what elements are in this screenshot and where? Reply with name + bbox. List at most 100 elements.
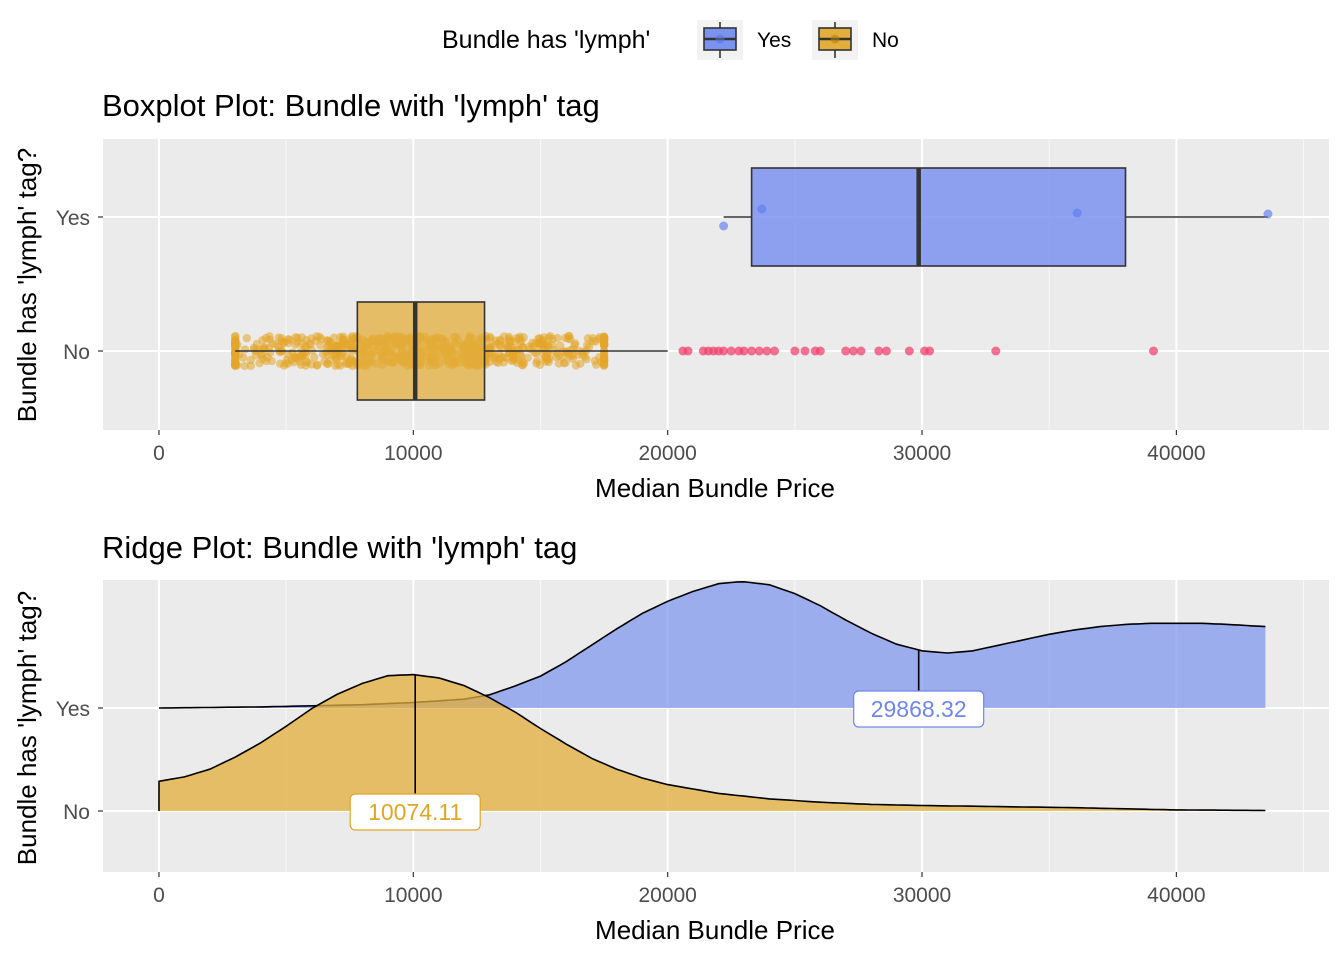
no-point (568, 354, 578, 363)
no-point (279, 338, 288, 348)
outlier-point (874, 346, 884, 356)
boxplot-y-axis-title: Bundle has 'lymph' tag? (12, 148, 42, 422)
no-point (554, 359, 564, 368)
no-point (561, 358, 570, 367)
no-point (232, 360, 242, 370)
boxplot-panel: 0 10000 20000 30000 40000 Yes No (56, 139, 1329, 465)
boxplot-x-axis-title: Median Bundle Price (595, 473, 835, 503)
no-point (302, 357, 312, 367)
no-point (231, 353, 240, 362)
no-point (331, 353, 340, 362)
outlier-point (800, 346, 810, 356)
no-point (551, 352, 560, 362)
no-point (298, 351, 307, 360)
outlier-point (815, 346, 825, 356)
outlier-point (754, 346, 764, 356)
no-point (318, 350, 328, 359)
y-tick-label-yes: Yes (56, 207, 90, 230)
boxplot-title: Boxplot Plot: Bundle with 'lymph' tag (102, 88, 600, 123)
outlier-point (1148, 346, 1158, 356)
no-point (310, 353, 319, 362)
box-yes (750, 167, 1127, 267)
y-tick-label-yes: Yes (56, 698, 90, 721)
no-point (565, 334, 575, 344)
median-label-yes: 29868.32 (871, 696, 967, 722)
no-point (337, 343, 347, 353)
no-point (231, 339, 240, 348)
no-point (508, 350, 517, 359)
outlier-point (739, 346, 749, 356)
legend-key-yes (703, 22, 737, 58)
outlier-point (762, 346, 772, 356)
ridge-panel: 0 10000 20000 30000 40000 Yes No 29868.32 10074.… (56, 580, 1329, 907)
no-point (504, 332, 514, 342)
outlier-point (770, 346, 780, 356)
x-tick-label: 40000 (1147, 884, 1205, 907)
outlier-point (747, 346, 757, 356)
no-point (255, 358, 264, 368)
no-point (501, 340, 510, 349)
ridge-y-axis-title: Bundle has 'lymph' tag? (12, 591, 42, 865)
median-label-box-no (349, 793, 481, 831)
outlier-point (991, 346, 1001, 356)
outlier-point (925, 346, 935, 356)
ridge-outline-no (158, 673, 1266, 812)
legend: Bundle has 'lymph' Yes No (442, 20, 899, 60)
y-tick-label-no: No (63, 801, 90, 824)
median-label-box-yes (853, 690, 985, 728)
outlier-point (719, 346, 729, 356)
x-tick-label: 30000 (893, 442, 951, 465)
yes-point (1072, 208, 1082, 218)
y-tick-label-no: No (63, 341, 90, 364)
no-point (242, 334, 251, 343)
no-point (274, 333, 283, 342)
x-tick-label: 20000 (638, 442, 696, 465)
no-point (291, 340, 300, 349)
no-point (316, 341, 325, 350)
ridge-x-axis-title: Median Bundle Price (595, 915, 835, 945)
no-point (281, 359, 290, 368)
no-point (331, 361, 340, 370)
no-point (489, 341, 499, 351)
no-point (283, 350, 293, 359)
no-point (494, 349, 504, 359)
no-point (556, 341, 565, 350)
yes-point (1263, 209, 1273, 219)
ridge-title: Ridge Plot: Bundle with 'lymph' tag (102, 530, 577, 565)
x-tick-label: 0 (153, 884, 165, 907)
outlier-point (904, 346, 914, 356)
no-point (260, 343, 269, 352)
no-point (535, 360, 545, 370)
x-tick-label: 10000 (384, 884, 442, 907)
ridge-fill-yes (158, 581, 1266, 708)
no-point (312, 360, 322, 369)
no-point (576, 359, 585, 368)
no-point (258, 336, 267, 345)
outlier-point (856, 346, 866, 356)
outlier-point (881, 346, 891, 356)
legend-key-no (818, 22, 852, 58)
no-point (553, 333, 562, 343)
no-point (324, 341, 333, 350)
no-point (320, 357, 329, 366)
no-point (592, 360, 601, 369)
ridge-fill-no (158, 674, 1266, 811)
outlier-point (683, 346, 693, 356)
no-point (240, 361, 249, 371)
outlier-point (790, 346, 800, 356)
no-point (290, 353, 300, 363)
no-point (246, 361, 255, 371)
no-point (297, 333, 306, 342)
no-point (542, 356, 552, 365)
x-tick-label: 0 (153, 442, 165, 465)
no-point (240, 345, 250, 354)
no-point (347, 337, 356, 346)
no-point (265, 332, 274, 341)
outlier-point (848, 346, 858, 356)
outlier-point (841, 346, 851, 356)
median-label-no: 10074.11 (368, 799, 462, 825)
no-point (583, 334, 593, 343)
no-point (528, 338, 537, 348)
no-point (570, 340, 579, 350)
